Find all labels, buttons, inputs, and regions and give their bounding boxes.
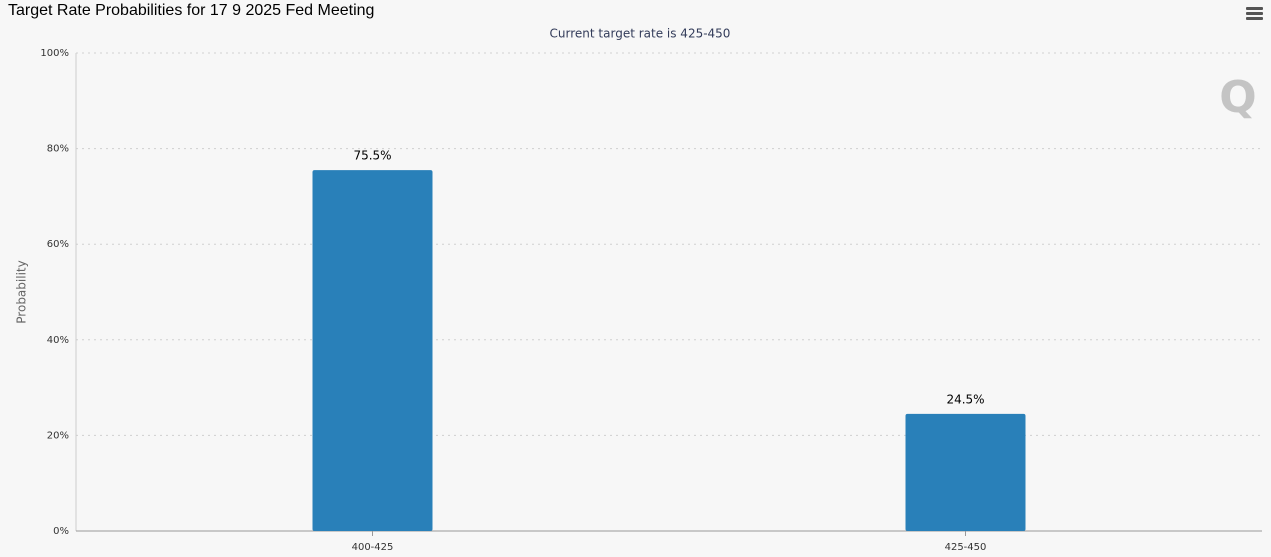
menu-bar[interactable] — [1246, 17, 1263, 20]
x-tick-label: 425-450 — [945, 542, 987, 553]
menu-bar[interactable] — [1246, 7, 1263, 10]
menu-bar[interactable] — [1246, 12, 1263, 15]
y-tick-label: 0% — [53, 526, 69, 537]
watermark: Q — [1219, 72, 1256, 123]
y-tick-label: 40% — [47, 335, 69, 346]
y-tick-label: 60% — [47, 239, 69, 250]
y-tick-label: 80% — [47, 144, 69, 155]
bar — [312, 170, 433, 532]
chart-title: Target Rate Probabilities for 17 9 2025 … — [8, 2, 374, 19]
x-tick-label: 400-425 — [352, 542, 394, 553]
y-axis-label: Probability — [15, 260, 29, 323]
bar — [905, 413, 1026, 531]
data-label: 24.5% — [946, 392, 984, 406]
menu-button[interactable] — [1246, 7, 1263, 20]
y-tick-label: 20% — [47, 430, 69, 441]
data-label: 75.5% — [353, 149, 391, 163]
chart-subtitle: Current target rate is 425-450 — [550, 27, 731, 41]
y-tick-label: 100% — [40, 48, 69, 59]
